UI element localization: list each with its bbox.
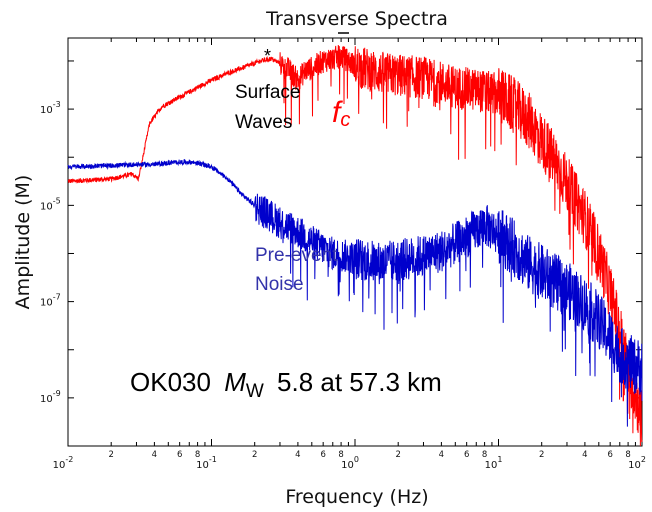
x-minor-tick-label: 8 [338,450,343,460]
x-minor-tick-label: 4 [295,450,300,460]
surface-peak-star: * [264,46,271,66]
x-minor-tick-label: 4 [439,450,444,460]
y-tick-label: 10-3 [40,100,61,116]
noise-label-line1: Pre-event [255,245,338,266]
x-tick-label: 100 [341,455,359,471]
noise-label-line2: Noise [255,274,304,295]
x-minor-tick-label: 6 [607,450,612,460]
station-id: OK030 [130,367,211,397]
noise-spectrum-line [67,158,643,427]
fc-sub: c [340,109,350,131]
corner-frequency-label: fc [332,96,350,131]
series-layer [67,44,643,447]
x-tick-label: 102 [628,455,646,471]
x-minor-tick-label: 2 [108,450,113,460]
y-tick-label: 10-9 [40,389,61,405]
signal-spectrum-line [67,44,643,447]
x-minor-tick-label: 4 [152,450,157,460]
y-tick-label: 10-5 [40,196,61,212]
event-caption: OK030 MW 5.8 at 57.3 km [130,367,442,403]
mw-sub: W [246,381,264,402]
x-minor-tick-label: 4 [582,450,587,460]
magnitude-distance: 5.8 at 57.3 km [277,367,442,397]
x-axis-label: Frequency (Hz) [285,486,428,508]
surface-waves-label-line1: Surface [235,82,300,103]
x-tick-label: 10-1 [196,455,217,471]
x-minor-tick-label: 6 [320,450,325,460]
x-minor-tick-label: 2 [252,450,257,460]
x-minor-tick-label: 2 [395,450,400,460]
x-minor-tick-label: 6 [177,450,182,460]
y-axis-label: Amplitude (M) [12,175,34,310]
x-minor-tick-label: 8 [482,450,487,460]
x-tick-label: 101 [485,455,503,471]
mw-main: M [224,367,246,397]
x-minor-tick-label: 8 [195,450,200,460]
x-minor-tick-label: 2 [539,450,544,460]
x-minor-tick-label: 8 [625,450,630,460]
y-tick-label: 10-7 [40,293,61,309]
axis-ticks: 10-2 10-1 100 101 102 2 4 6 8 2 4 6 8 2 4 6 8 2 4 6 8 10-3 10-… [40,38,646,471]
fc-main: f [332,96,343,129]
chart-title: Transverse Spectra [265,8,448,30]
x-tick-label: 10-2 [53,455,74,471]
x-minor-tick-label: 6 [464,450,469,460]
surface-waves-label-line2: Waves [235,112,292,133]
